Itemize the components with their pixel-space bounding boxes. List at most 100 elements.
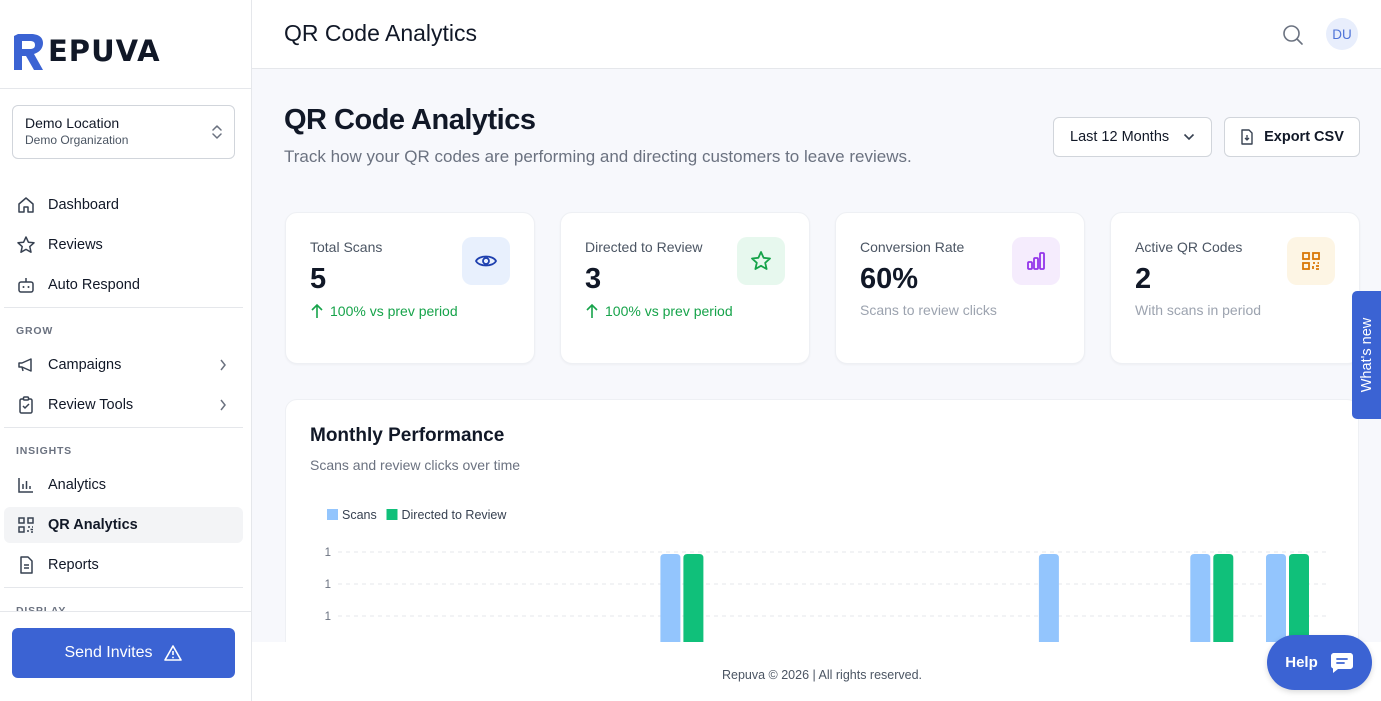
topbar-title: QR Code Analytics [284,20,478,46]
chevron-down-icon [1183,133,1195,141]
top-bar: QR Code Analytics DU [252,0,1381,69]
chevrons-up-down-icon [212,125,222,139]
stat-value: 60% [860,263,919,295]
sidebar-item-qr-analytics[interactable]: QR Analytics [4,507,243,543]
sidebar-item-reviews[interactable]: Reviews [4,227,243,263]
stat-value: 2 [1135,263,1152,295]
footer-text: Repuva © 2026 | All rights reserved. [721,668,923,682]
clipboard-check-icon [16,395,36,415]
sidebar: EPUVA Demo Location Demo Organization Da… [0,0,252,701]
whats-new-tab[interactable]: What's new [1352,291,1381,419]
bar-scans [660,554,681,643]
sidebar-item-label: Analytics [48,477,107,493]
section-label-grow: GROW [16,325,54,337]
bar-directed-to-review [1289,554,1309,643]
arrow-up-icon [310,301,330,322]
stat-trend: 100% vs prev period [585,301,735,322]
stat-value: 3 [585,263,602,295]
monthly-performance-panel: Monthly Performance Scans and review cli… [285,399,1359,659]
brand-logo[interactable]: EPUVA [12,30,161,72]
file-icon [1241,129,1253,145]
robot-icon [16,275,36,295]
sidebar-item-label: Reviews [48,237,103,253]
page-title: QR Code Analytics [284,104,536,136]
stat-card-active-qr-codes: Active QR Codes 2 With scans in period [1110,212,1360,364]
sidebar-item-label: Reports [48,557,99,573]
send-invites-button[interactable]: Send Invites [12,628,235,678]
monthly-performance-chart: Scans Directed to Review 1 1 1 [325,508,1326,643]
search-icon[interactable] [1281,23,1305,47]
chart-bars [660,554,1309,643]
qr-code-icon [16,515,36,535]
panel-subtitle: Scans and review clicks over time [310,457,521,473]
footer: Repuva © 2026 | All rights reserved. [252,642,1381,701]
stat-label: Total Scans [310,239,383,255]
chart-grid: 1 1 1 [325,547,1326,623]
export-csv-label: Export CSV [1264,129,1344,145]
help-button[interactable]: Help [1267,635,1372,690]
stat-trend-text: 100% vs prev period [605,303,733,319]
bar-chart-icon [1012,237,1060,285]
bar-scans [1038,554,1059,643]
location-selector[interactable]: Demo Location Demo Organization [12,105,235,159]
repuva-logo-icon [14,34,43,70]
date-range-value: Last 12 Months [1070,129,1170,145]
stat-label: Active QR Codes [1135,239,1243,255]
sidebar-item-campaigns[interactable]: Campaigns [4,347,243,383]
bar-scans [1190,554,1211,643]
stat-card-conversion-rate: Conversion Rate 60% Scans to review clic… [835,212,1085,364]
legend-swatch [386,509,398,520]
eye-icon [462,237,510,285]
export-csv-button[interactable]: Export CSV [1224,117,1360,157]
chevron-right-icon [220,359,226,371]
document-icon [16,555,36,575]
sidebar-item-analytics[interactable]: Analytics [4,467,243,503]
send-invites-label: Send Invites [64,644,153,661]
sidebar-item-label: QR Analytics [48,517,138,533]
chevron-right-icon [220,399,226,411]
user-avatar[interactable]: DU [1326,18,1358,50]
chat-icon [1330,652,1353,673]
stat-card-total-scans: Total Scans 5 100% vs prev period [285,212,535,364]
sidebar-item-label: Campaigns [48,357,122,373]
arrow-up-icon [585,301,605,322]
legend-label: Scans [342,508,377,522]
stat-trend-text: 100% vs prev period [330,303,458,319]
divider [4,307,243,308]
qr-code-icon [1287,237,1335,285]
stat-card-directed-to-review: Directed to Review 3 100% vs prev period [560,212,810,364]
warning-icon [163,645,182,661]
bar-scans [1266,554,1286,643]
stat-label: Directed to Review [585,239,703,255]
brand-name: EPUVA [48,33,161,68]
sidebar-item-label: Auto Respond [48,277,140,293]
stat-trend: 100% vs prev period [310,301,460,322]
y-tick-label: 1 [325,579,331,591]
date-range-select[interactable]: Last 12 Months [1053,117,1212,157]
sidebar-item-auto-respond[interactable]: Auto Respond [4,267,243,303]
y-tick-label: 1 [325,547,331,559]
section-label-insights: INSIGHTS [16,445,72,457]
sidebar-item-review-tools[interactable]: Review Tools [4,387,243,423]
legend-label: Directed to Review [402,508,508,522]
home-icon [16,195,36,215]
legend-swatch [327,509,338,520]
sidebar-item-dashboard[interactable]: Dashboard [4,187,243,223]
divider [0,88,251,89]
whats-new-label: What's new [1358,317,1375,393]
megaphone-icon [16,355,36,375]
organization-name: Demo Organization [25,133,129,147]
bar-directed-to-review [683,554,704,643]
chart-legend: Scans Directed to Review [327,508,507,522]
sidebar-item-label: Review Tools [48,397,134,413]
sidebar-item-reports[interactable]: Reports [4,547,243,583]
star-icon [16,235,36,255]
panel-title: Monthly Performance [310,425,505,446]
stat-note: Scans to review clicks [860,302,997,318]
bar-directed-to-review [1213,554,1234,643]
divider [4,427,243,428]
help-label: Help [1285,654,1318,671]
bar-chart-icon [16,475,36,495]
divider [4,587,243,588]
sidebar-item-label: Dashboard [48,197,119,213]
